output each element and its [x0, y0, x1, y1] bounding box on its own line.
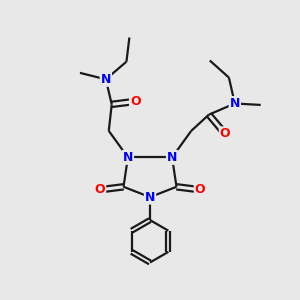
Text: N: N [100, 73, 111, 86]
Text: O: O [94, 183, 105, 196]
Text: O: O [195, 183, 206, 196]
Text: O: O [220, 127, 230, 140]
Text: N: N [123, 151, 133, 164]
Text: O: O [130, 95, 141, 108]
Text: N: N [230, 97, 240, 110]
Text: N: N [145, 190, 155, 204]
Text: N: N [167, 151, 177, 164]
